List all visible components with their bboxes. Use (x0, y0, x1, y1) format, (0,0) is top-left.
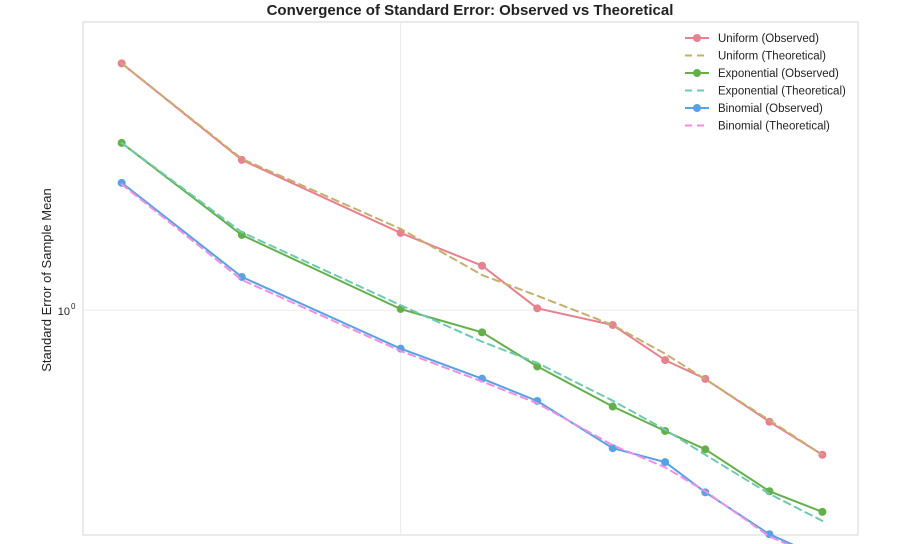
legend-item-exponential-theoretical: Exponential (Theoretical) (685, 86, 846, 98)
data-point (608, 444, 617, 453)
chart-title: Convergence of Standard Error: Observed … (267, 2, 674, 19)
legend-swatch-marker (693, 34, 701, 42)
legend-label: Uniform (Observed) (718, 33, 819, 45)
legend-item-uniform-theoretical: Uniform (Theoretical) (685, 51, 826, 63)
plot-area: 10 0 (58, 21, 859, 544)
legend-label: Uniform (Theoretical) (718, 51, 826, 63)
series-line (120, 141, 824, 522)
legend-swatch-marker (693, 104, 701, 112)
series-binomial-theoretical (120, 183, 790, 544)
series-exponential-theoretical (120, 141, 824, 522)
y-tick-label: 10 (58, 306, 70, 318)
legend-item-exponential-observed: Exponential (Observed) (685, 68, 839, 80)
data-point (478, 261, 487, 270)
series-line (120, 183, 790, 544)
legend-swatch-marker (693, 69, 701, 77)
series-line (120, 62, 824, 456)
data-point (661, 356, 670, 365)
data-point (608, 402, 617, 411)
legend-label: Exponential (Observed) (718, 68, 839, 80)
legend-item-binomial-observed: Binomial (Observed) (685, 103, 823, 115)
data-point (608, 321, 617, 330)
y-tick-label-exponent: 0 (71, 302, 76, 311)
data-point (661, 458, 670, 467)
plot-frame (82, 21, 859, 536)
series-line (120, 141, 824, 513)
data-point (765, 417, 774, 426)
data-point (818, 507, 827, 516)
series-uniform-theoretical (120, 62, 824, 456)
data-point (765, 530, 774, 539)
legend-label: Binomial (Observed) (718, 103, 823, 115)
legend: Uniform (Observed) Uniform (Theoretical) E… (685, 33, 846, 133)
data-point (701, 445, 710, 454)
y-axis-label: Standard Error of Sample Mean (39, 188, 54, 372)
legend-item-binomial-theoretical: Binomial (Theoretical) (685, 121, 830, 133)
legend-item-uniform-observed: Uniform (Observed) (685, 33, 819, 45)
data-point (478, 328, 487, 337)
legend-label: Binomial (Theoretical) (718, 121, 830, 133)
data-point (533, 304, 542, 313)
legend-label: Exponential (Theoretical) (718, 86, 846, 98)
series-line (120, 62, 824, 456)
